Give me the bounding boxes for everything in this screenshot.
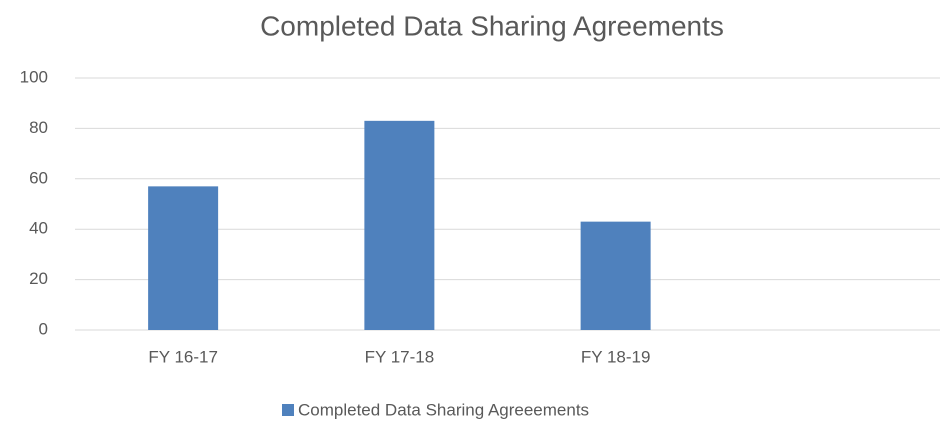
x-tick-label: FY 16-17 bbox=[148, 347, 218, 366]
y-tick-label: 0 bbox=[39, 319, 48, 338]
x-tick-label: FY 18-19 bbox=[581, 347, 651, 366]
bar bbox=[148, 186, 219, 330]
legend-swatch bbox=[282, 404, 294, 416]
y-tick-label: 80 bbox=[29, 118, 48, 137]
bar bbox=[580, 221, 651, 330]
y-tick-label: 20 bbox=[29, 269, 48, 288]
bar bbox=[364, 120, 435, 330]
y-tick-label: 100 bbox=[20, 67, 48, 86]
legend-label: Completed Data Sharing Agreeements bbox=[298, 400, 589, 419]
x-tick-label: FY 17-18 bbox=[365, 347, 435, 366]
y-tick-label: 40 bbox=[29, 219, 48, 238]
y-tick-label: 60 bbox=[29, 168, 48, 187]
chart-title: Completed Data Sharing Agreements bbox=[260, 10, 724, 41]
